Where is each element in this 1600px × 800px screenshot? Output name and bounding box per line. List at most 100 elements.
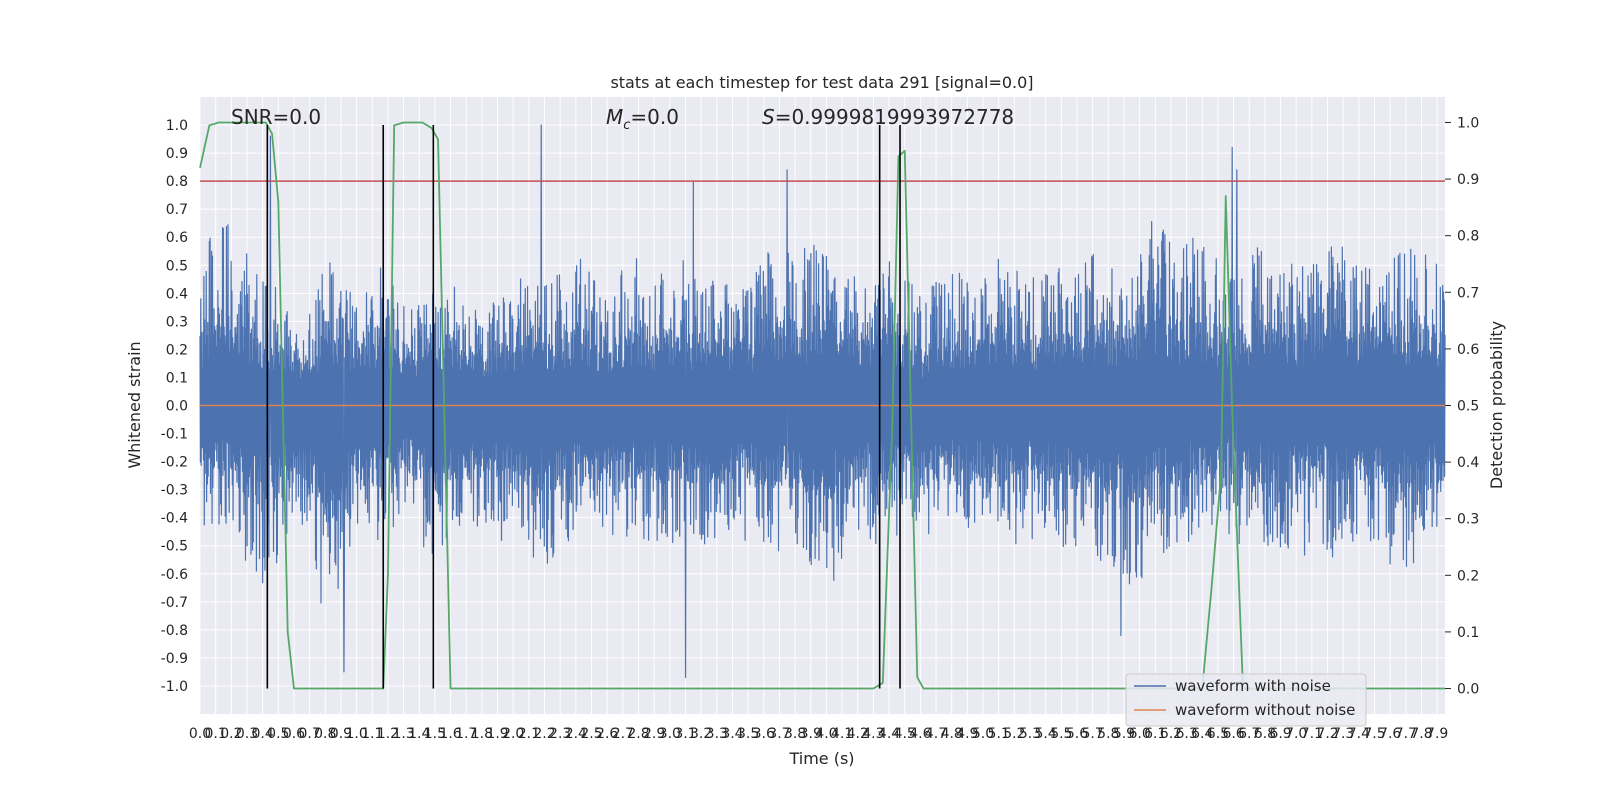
x-tick-label: 0.0 [189,726,211,742]
y-tick-label: -0.3 [161,483,188,499]
x-tick-label: 5.8 [1097,726,1119,742]
chirp-mass-value: =0.0 [630,105,679,129]
x-tick-label: 4.6 [909,726,931,742]
x-tick-label: 3.6 [753,726,775,742]
chirp-mass-annotation: Mc=0.0 [606,105,679,133]
y-tick-label: 0.5 [166,258,188,274]
x-tick-label: 6.4 [1191,726,1213,742]
x-tick-label: 7.8 [1410,726,1432,742]
x-tick-label: 2.6 [596,726,618,742]
x-tick-labels: 0.00.10.20.30.40.50.60.70.80.91.01.11.21… [189,726,1448,742]
x-tick-label: 2.2 [533,726,555,742]
x-tick-label: 2.3 [549,726,571,742]
legend-label-noise: waveform with noise [1175,677,1331,695]
x-tick-label: 6.1 [1144,726,1166,742]
x-tick-label: 4.5 [894,726,916,742]
y-tick-label: -0.8 [161,623,188,639]
x-tick-label: 5.4 [1035,726,1057,742]
y2-tick-label: 0.7 [1457,285,1479,301]
x-tick-label: 6.8 [1254,726,1276,742]
y-tick-label: 0.3 [166,314,188,330]
x-tick-label: 5.3 [1019,726,1041,742]
x-tick-label: 1.3 [392,726,414,742]
y2-tick-labels: 0.0 0.1 0.2 0.3 0.4 0.5 0.6 0.7 0.8 0.9 1.0 [1445,115,1479,698]
y-tick-label: 0.7 [166,202,188,218]
x-tick-label: 0.9 [330,726,352,742]
x-tick-label: 0.8 [314,726,336,742]
x-tick-label: 5.9 [1113,726,1135,742]
x-tick-label: 5.6 [1066,726,1088,742]
x-axis-title: Time (s) [788,749,854,768]
chirp-mass-symbol: M [606,105,623,129]
y-tick-label: 0.9 [166,146,188,162]
x-tick-label: 1.8 [471,726,493,742]
x-tick-label: 2.8 [627,726,649,742]
x-tick-label: 3.4 [721,726,743,742]
y-tick-label: -0.9 [161,651,188,667]
x-tick-label: 5.0 [972,726,994,742]
score-value: =0.9999819993972778 [775,105,1014,129]
x-tick-label: 7.0 [1285,726,1307,742]
y2-tick-label: 0.2 [1457,568,1479,584]
y-tick-label: -0.5 [161,539,188,555]
x-tick-label: 1.9 [486,726,508,742]
y2-tick-label: 0.6 [1457,342,1479,358]
x-tick-label: 6.2 [1160,726,1182,742]
x-tick-label: 1.7 [455,726,477,742]
x-tick-label: 3.1 [674,726,696,742]
x-tick-label: 1.4 [408,726,430,742]
score-symbol: S [762,105,775,129]
x-tick-label: 4.7 [925,726,947,742]
x-tick-label: 0.4 [252,726,274,742]
x-tick-label: 7.5 [1363,726,1385,742]
y2-tick-label: 0.0 [1457,682,1479,698]
x-tick-label: 2.1 [518,726,540,742]
legend-label-clean: waveform without noise [1175,701,1355,719]
x-tick-label: 7.6 [1379,726,1401,742]
y2-tick-label: 0.5 [1457,399,1479,415]
x-tick-label: 5.7 [1082,726,1104,742]
y-tick-label: 0.0 [166,399,188,415]
y-tick-label: 0.8 [166,174,188,190]
x-tick-label: 7.7 [1395,726,1417,742]
x-tick-label: 1.2 [377,726,399,742]
y2-tick-label: 0.4 [1457,455,1479,471]
x-tick-label: 4.0 [815,726,837,742]
x-tick-label: 6.6 [1222,726,1244,742]
snr-annotation: SNR=0.0 [231,105,321,129]
x-tick-label: 3.5 [737,726,759,742]
x-tick-label: 3.0 [659,726,681,742]
x-tick-label: 5.2 [1003,726,1025,742]
x-tick-label: 7.2 [1316,726,1338,742]
y2-axis-title: Detection probability [1487,321,1506,489]
x-tick-label: 6.0 [1128,726,1150,742]
x-tick-label: 0.2 [220,726,242,742]
x-tick-label: 3.3 [706,726,728,742]
y-axis-title: Whitened strain [125,341,144,468]
x-tick-label: 7.3 [1332,726,1354,742]
x-tick-label: 1.6 [439,726,461,742]
x-tick-label: 3.9 [800,726,822,742]
x-tick-label: 1.1 [361,726,383,742]
y2-tick-label: 0.1 [1457,625,1479,641]
y-tick-label: -0.1 [161,427,188,443]
detection-probability-mark [199,121,1445,690]
legend: waveform with noise waveform without noi… [1125,673,1367,727]
x-tick-label: 4.3 [862,726,884,742]
x-tick-label: 7.9 [1426,726,1448,742]
x-tick-label: 7.4 [1348,726,1370,742]
y-tick-label: 0.2 [166,342,188,358]
x-tick-label: 6.9 [1269,726,1291,742]
x-tick-label: 2.0 [502,726,524,742]
x-tick-label: 5.5 [1050,726,1072,742]
x-tick-label: 3.2 [690,726,712,742]
x-tick-label: 5.1 [988,726,1010,742]
x-tick-label: 1.0 [345,726,367,742]
y-tick-label: 0.6 [166,230,188,246]
legend-box [1125,673,1367,727]
x-tick-label: 0.7 [298,726,320,742]
x-tick-label: 0.1 [205,726,227,742]
x-tick-label: 3.8 [784,726,806,742]
